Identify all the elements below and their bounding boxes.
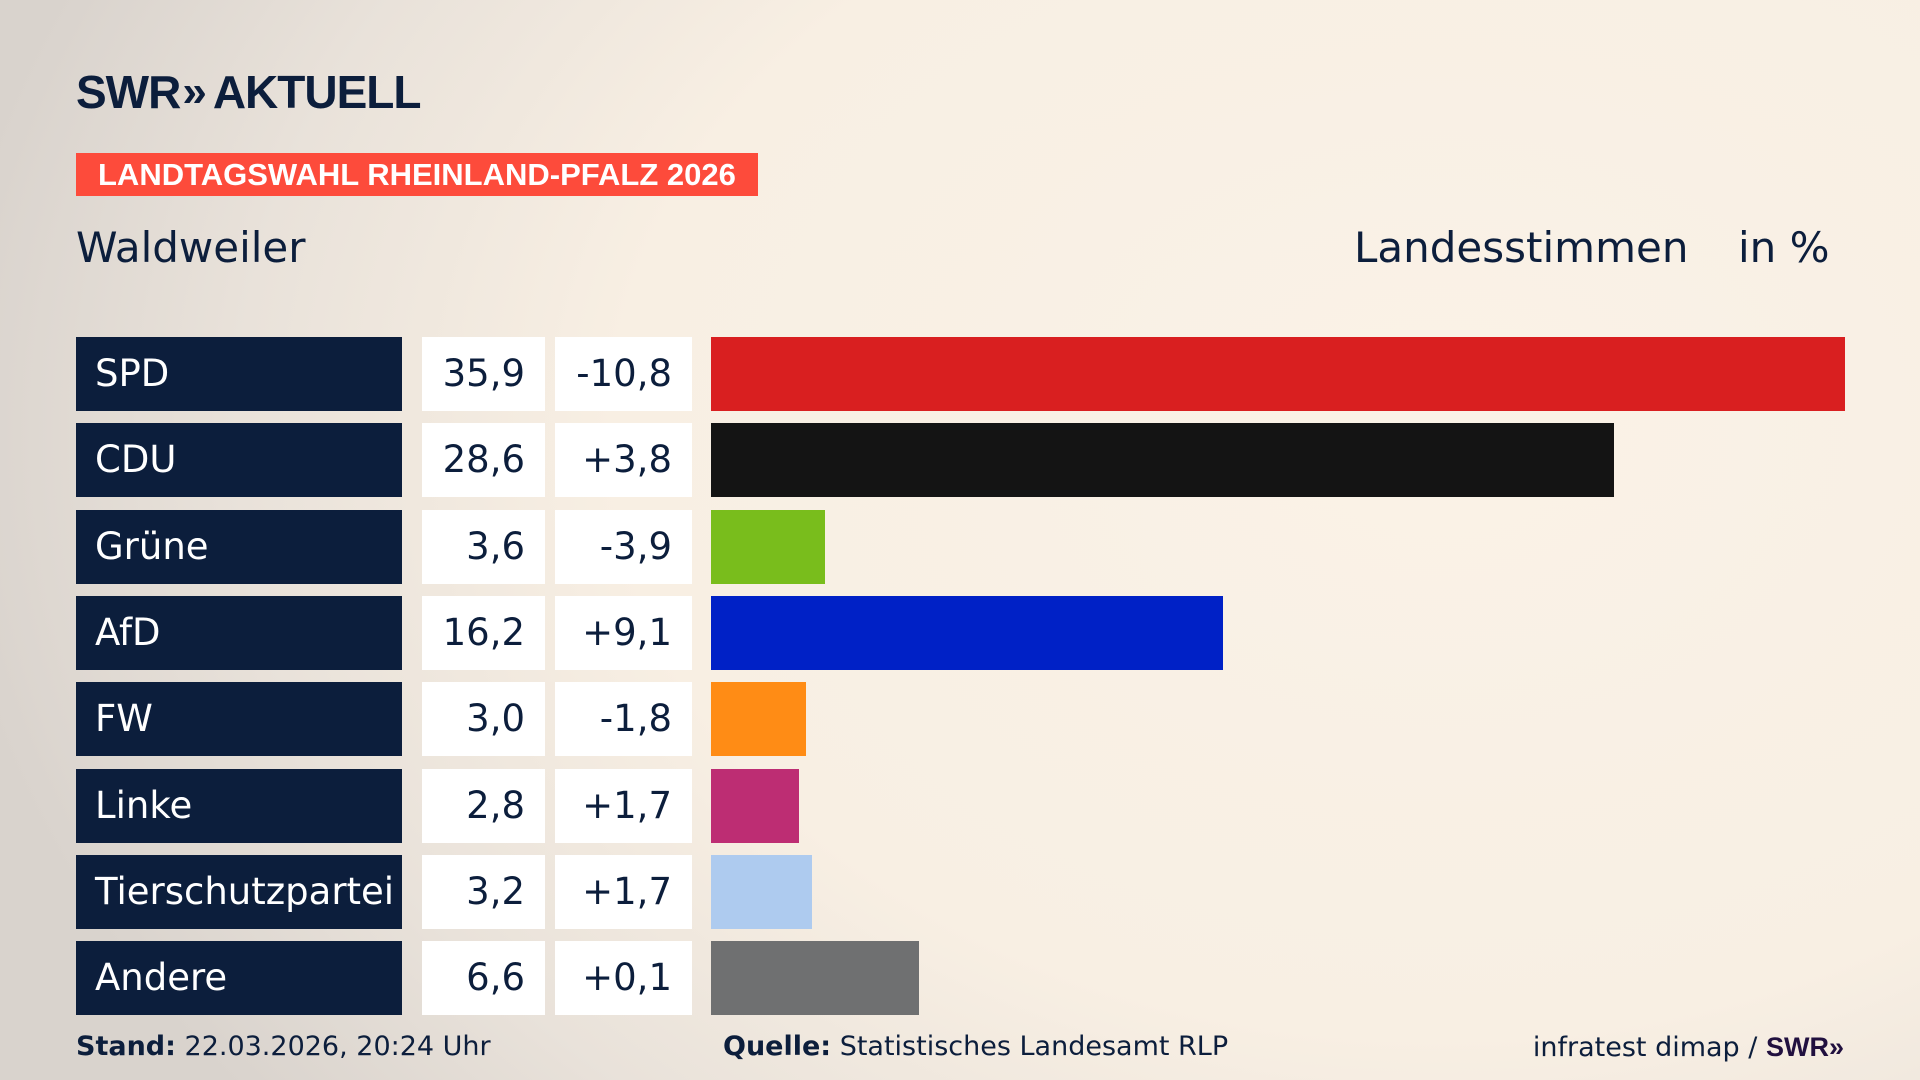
vote-change: +1,7 <box>555 854 692 929</box>
party-name: Tierschutzpartei <box>76 854 402 929</box>
bar-grüne <box>711 509 825 584</box>
source-info: Quelle: Statistisches Landesamt RLP <box>723 1030 1228 1064</box>
source-label: Quelle: <box>723 1031 832 1062</box>
vote-share: 2,8 <box>422 768 545 843</box>
vote-share: 3,0 <box>422 682 545 757</box>
party-name: SPD <box>76 337 402 411</box>
party-name: Andere <box>76 941 402 1016</box>
credit: infratest dimap / SWR» <box>1533 1030 1844 1065</box>
party-name: FW <box>76 682 402 757</box>
bar-fw <box>711 682 806 757</box>
party-name: CDU <box>76 423 402 498</box>
vote-share: 3,2 <box>422 854 545 929</box>
vote-change: -10,8 <box>555 337 692 411</box>
swr-small-logo: SWR» <box>1765 1032 1844 1062</box>
vote-share: 6,6 <box>422 941 545 1016</box>
bar-spd <box>711 337 1845 411</box>
party-name: Linke <box>76 768 402 843</box>
vote-share: 28,6 <box>422 423 545 498</box>
stand-label: Stand: <box>76 1031 176 1062</box>
stand-value: 22.03.2026, 20:24 Uhr <box>184 1031 491 1062</box>
unit-label: in % <box>1738 223 1830 272</box>
place-title: Waldweiler <box>76 223 306 272</box>
vote-share: 3,6 <box>422 509 545 584</box>
vote-change: -1,8 <box>555 682 692 757</box>
logo-text: SWR <box>76 66 181 118</box>
logo-suffix: AKTUELL <box>212 66 422 118</box>
bar-afd <box>711 595 1223 670</box>
bar-linke <box>711 768 800 843</box>
vote-change: +9,1 <box>555 595 692 670</box>
bar-andere <box>711 941 920 1016</box>
party-name: AfD <box>76 595 402 670</box>
source-value: Statistisches Landesamt RLP <box>839 1031 1229 1062</box>
party-name: Grüne <box>76 509 402 584</box>
vote-change: +1,7 <box>555 768 692 843</box>
bar-tierschutzpartei <box>711 854 813 929</box>
vote-change: -3,9 <box>555 509 692 584</box>
chevron-icon: » <box>182 67 207 116</box>
vote-share: 35,9 <box>422 337 545 411</box>
election-banner: LANDTAGSWAHL RHEINLAND-PFALZ 2026 <box>76 153 758 196</box>
vote-type-label: Landesstimmen <box>1354 223 1689 272</box>
vote-share: 16,2 <box>422 595 545 670</box>
vote-change: +0,1 <box>555 941 692 1016</box>
vote-change: +3,8 <box>555 423 692 498</box>
stand-info: Stand: 22.03.2026, 20:24 Uhr <box>76 1030 491 1064</box>
bar-cdu <box>711 423 1615 498</box>
swr-aktuell-logo: SWR» AKTUELL <box>76 66 421 118</box>
credit-text: infratest dimap / <box>1532 1032 1758 1063</box>
